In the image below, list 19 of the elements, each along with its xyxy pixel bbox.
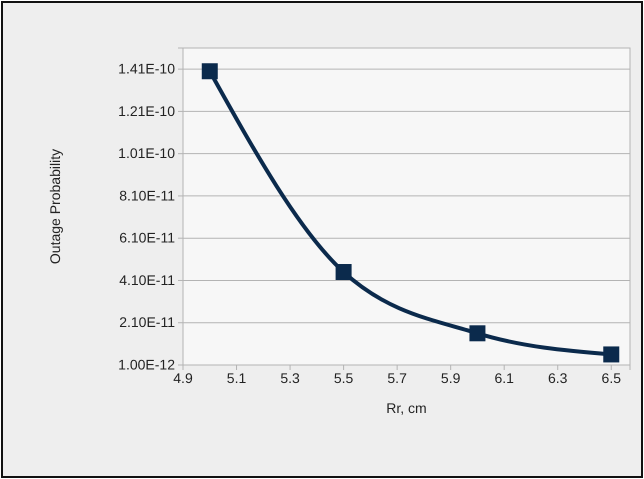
- y-tick-label: 6.10E-11: [119, 230, 176, 246]
- x-tick-label: 5.9: [440, 370, 461, 386]
- x-tick-label: 6.3: [548, 370, 568, 386]
- y-tick-label: 2.10E-11: [119, 314, 176, 330]
- y-axis-title: Outage Probability: [47, 148, 63, 264]
- x-tick-label: 6.1: [494, 370, 514, 386]
- y-tick-label: 1.01E-10: [118, 145, 176, 162]
- x-tick-label: 5.1: [226, 370, 246, 386]
- y-tick-label: 1.41E-10: [118, 60, 176, 77]
- y-tick-label: 4.10E-11: [119, 272, 176, 288]
- x-tick-label: 4.9: [173, 370, 193, 386]
- x-axis-title: Rr, cm: [386, 400, 427, 416]
- x-tick-label: 5.7: [387, 370, 408, 386]
- x-tick-label: 5.5: [334, 370, 354, 386]
- x-tick-label: 6.5: [602, 370, 622, 386]
- y-tick-label: 8.10E-11: [119, 187, 176, 204]
- y-tick-label: 1.00E-12: [118, 356, 176, 372]
- x-tick-label: 5.3: [280, 370, 300, 386]
- y-tick-label: 1.21E-10: [118, 102, 176, 119]
